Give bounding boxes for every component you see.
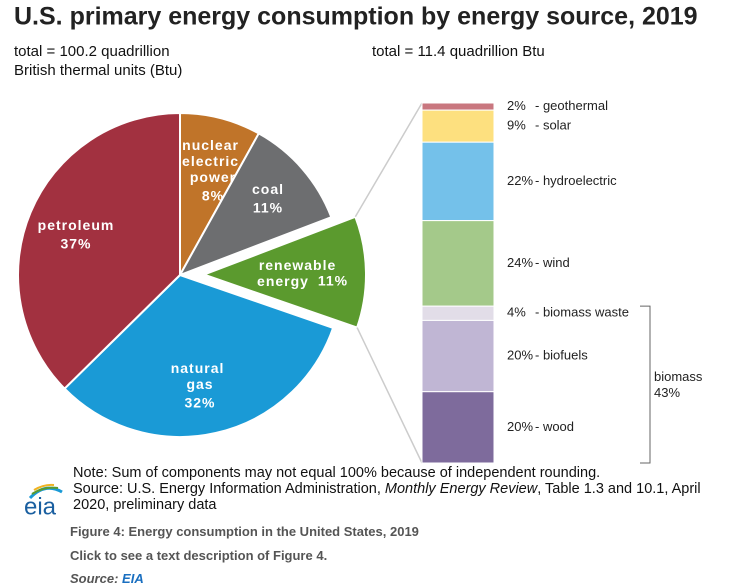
segment-value-label: 2%	[507, 98, 526, 113]
note: Note: Sum of components may not equal 10…	[73, 465, 601, 481]
segment-value-label: 20%	[507, 419, 533, 434]
segment-value-label: 4%	[507, 305, 526, 320]
group-bracket	[640, 305, 651, 464]
segment-name: - geothermal	[535, 98, 608, 113]
source-link[interactable]: EIA	[122, 571, 144, 586]
slice-value-label: 11%	[253, 200, 283, 216]
slice-label: petroleum	[38, 217, 115, 233]
segment-name: - biomass waste	[535, 305, 629, 320]
source-text: , Table 1.3 and 10.1, April 2020, prelim…	[73, 481, 701, 513]
slice-label: nuclear electric power	[182, 137, 244, 185]
slice-value-label: 11%	[318, 273, 348, 289]
segment-value-label: 24%	[507, 255, 533, 270]
pie-subtitle: total = 100.2 quadrillion British therma…	[14, 43, 183, 79]
segment-name: - wind	[535, 255, 570, 270]
pie-slice	[17, 111, 181, 391]
slice-label: coal	[252, 181, 284, 197]
slice-value-label: 8%	[202, 188, 224, 204]
figure-caption: Figure 4: Energy consumption in the Unit…	[70, 524, 419, 539]
segment-name: - biofuels	[535, 348, 588, 363]
slice-value-label: 37%	[60, 236, 91, 252]
segment-value-label: 20%	[507, 348, 533, 363]
bar-segment	[421, 391, 495, 464]
slice-value-label: 32%	[184, 395, 215, 411]
logo-text: eia	[24, 493, 57, 520]
bar-segment	[421, 305, 495, 321]
pie-slice	[177, 132, 333, 277]
chart-title: U.S. primary energy consumption by energ…	[14, 3, 698, 31]
connector	[356, 327, 423, 464]
description-link[interactable]: Click to see a text description of Figur…	[70, 548, 328, 563]
source-label: Source:	[70, 571, 119, 586]
source-title: Monthly Energy Review	[384, 481, 538, 497]
group-value-label: 43%	[654, 385, 680, 400]
segment-name: - wood	[535, 419, 574, 434]
bar-segment	[421, 141, 495, 222]
slice-label: natural gas	[171, 360, 230, 392]
segment-value-label: 9%	[507, 118, 526, 133]
segment-name: - solar	[535, 118, 572, 133]
segment-name: - hydroelectric	[535, 173, 617, 188]
connector	[354, 102, 423, 218]
bar-segment	[421, 109, 495, 143]
slice-label: renewable energy	[257, 257, 341, 289]
pie-slice	[63, 273, 335, 438]
notes: Note: Sum of components may not equal 10…	[73, 465, 723, 513]
source-text: Source: U.S. Energy Information Administ…	[73, 481, 385, 497]
bar-segment	[421, 319, 495, 393]
pie-slice	[201, 215, 367, 329]
source-note: Source: U.S. Energy Information Administ…	[73, 481, 723, 513]
bar-segment	[421, 102, 495, 111]
bar-segment	[421, 220, 495, 307]
group-label: biomass	[654, 369, 703, 384]
bar-subtitle: total = 11.4 quadrillion Btu	[372, 43, 545, 60]
caption-source: Source: EIA	[70, 571, 144, 586]
eia-logo: eia	[24, 483, 63, 520]
segment-value-label: 22%	[507, 173, 533, 188]
